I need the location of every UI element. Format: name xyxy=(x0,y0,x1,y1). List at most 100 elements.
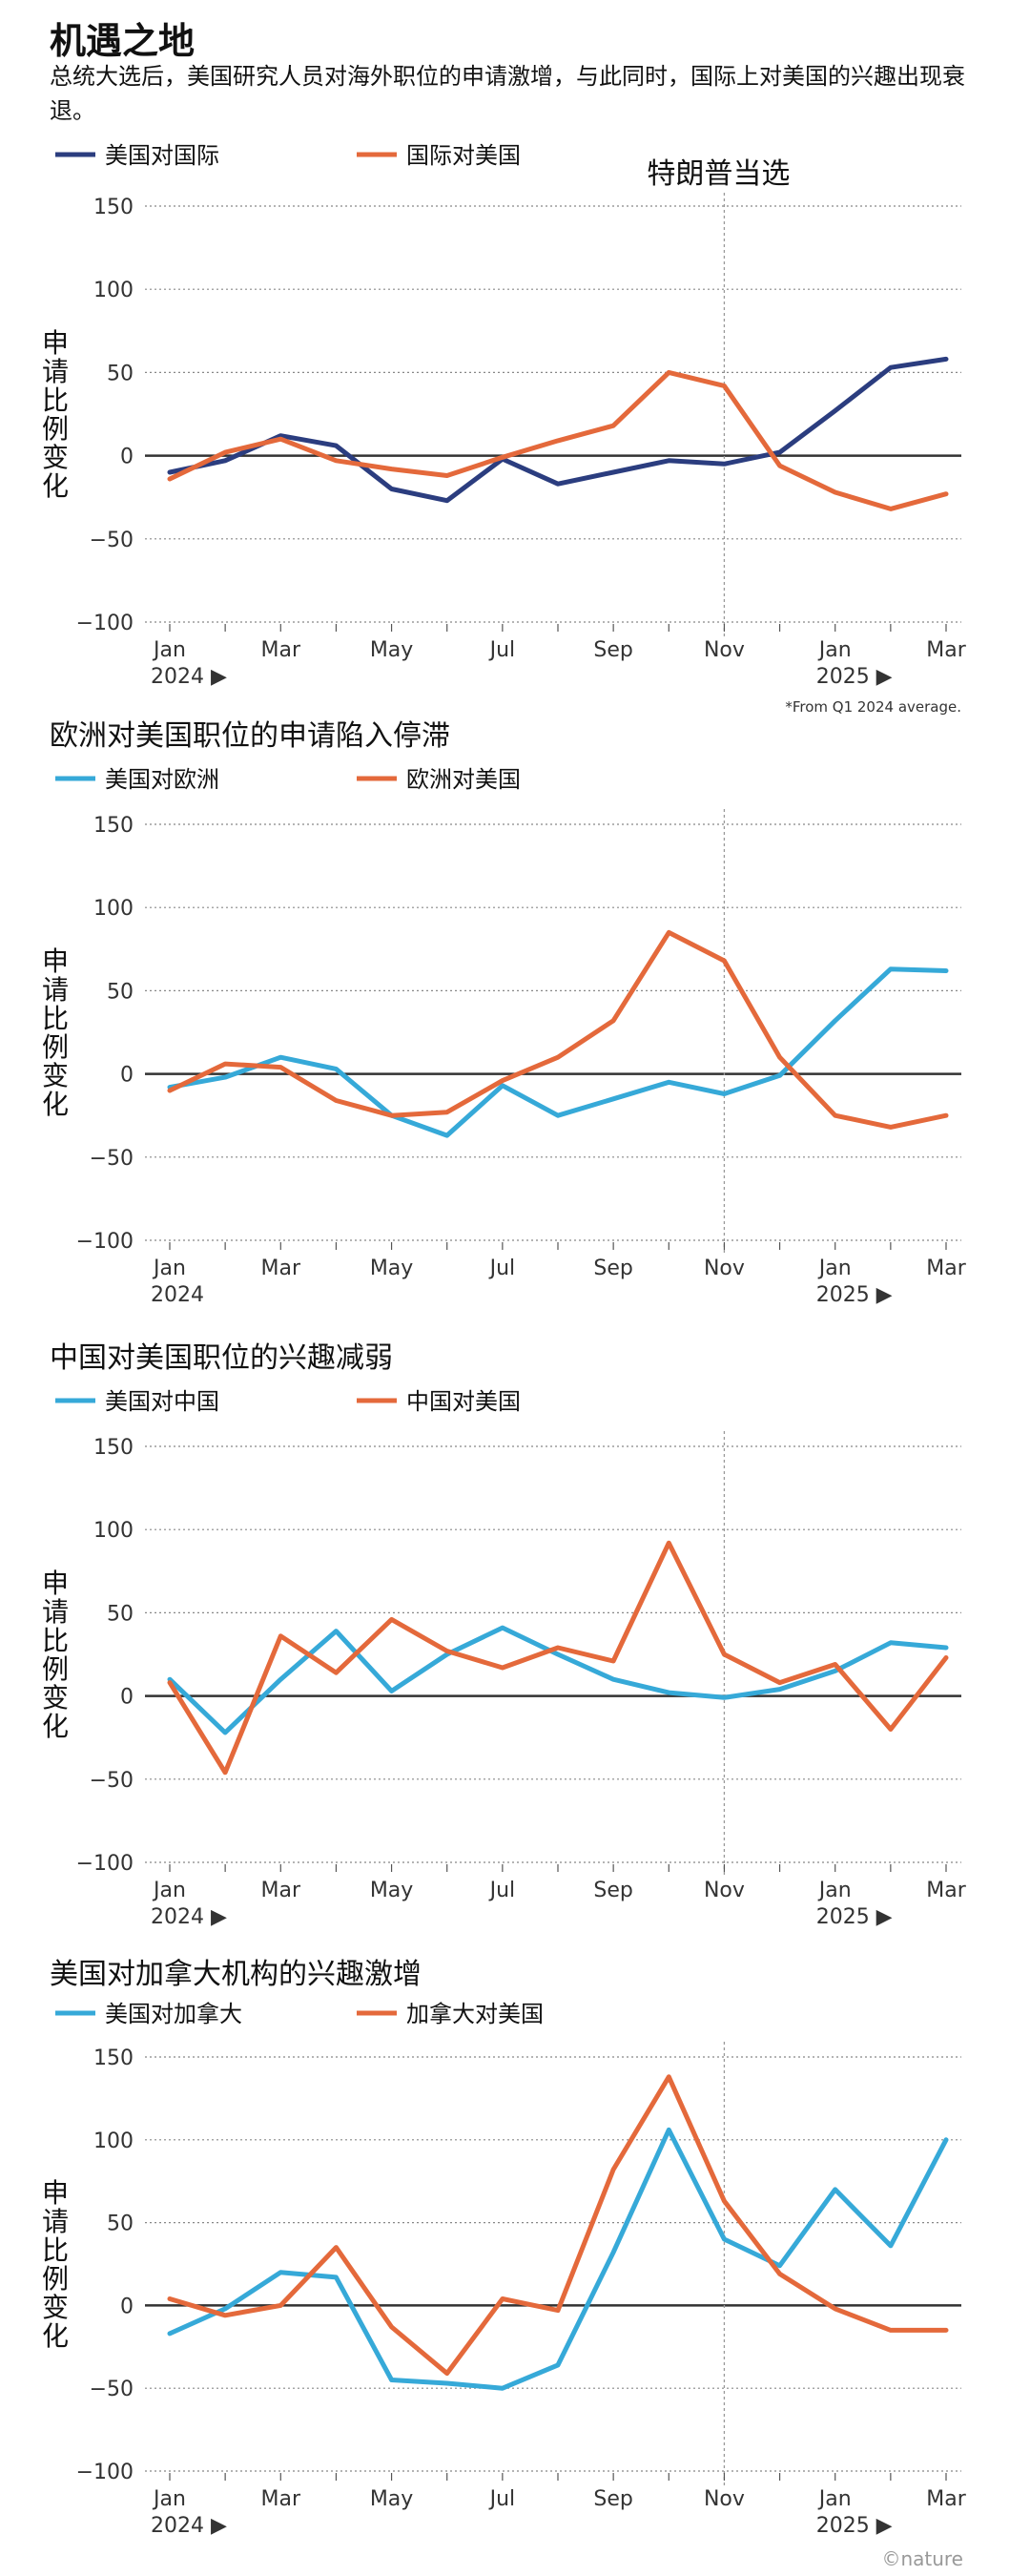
legend-label-1: 美国对国际 xyxy=(105,142,219,169)
page-title: 机遇之地 xyxy=(50,20,196,62)
y-tick-label: −100 xyxy=(76,612,134,635)
y-axis-label-char: 请 xyxy=(42,2206,69,2237)
series-line-1 xyxy=(167,356,949,504)
x-tick-label: Jul xyxy=(488,1257,516,1280)
y-tick-label: −100 xyxy=(76,1852,134,1876)
legend-label-2: 欧洲对美国 xyxy=(406,766,521,793)
x-tick-label: Jul xyxy=(488,2487,516,2511)
x-tick-label: Mar xyxy=(926,1257,966,1280)
legend-label-1: 美国对欧洲 xyxy=(105,766,219,793)
y-axis-label-char: 比 xyxy=(42,384,69,416)
x-tick-label: Mar xyxy=(926,1879,966,1902)
y-axis-label-char: 请 xyxy=(42,356,69,387)
x-tick-label: Sep xyxy=(593,1879,632,1902)
x-tick-label: Mar xyxy=(926,2487,966,2511)
y-axis-label-char: 例 xyxy=(42,2263,69,2295)
y-axis-label-char: 化 xyxy=(42,2320,69,2352)
x-year-label-1: 2024 ▶ xyxy=(151,2514,227,2538)
y-axis-label-char: 申 xyxy=(42,2177,69,2209)
x-tick-label: Mar xyxy=(261,1257,301,1280)
y-axis-label-char: 申 xyxy=(42,1568,69,1599)
x-year-label-2: 2025 ▶ xyxy=(816,1283,893,1307)
y-tick-label: 0 xyxy=(120,1686,134,1710)
y-tick-label: 150 xyxy=(93,2046,134,2070)
y-axis-label-char: 例 xyxy=(42,413,69,445)
x-tick-label: May xyxy=(370,1879,413,1902)
y-tick-label: 50 xyxy=(107,1602,134,1626)
series-line-1 xyxy=(167,1625,949,1735)
y-tick-label: −50 xyxy=(90,1147,134,1171)
series-line-2 xyxy=(167,929,949,1130)
y-tick-label: 100 xyxy=(93,279,134,302)
x-tick-label: Mar xyxy=(261,2487,301,2511)
legend-label-2: 加拿大对美国 xyxy=(406,2001,544,2027)
nature-credit: ©nature xyxy=(881,2547,963,2570)
x-year-label-2: 2025 ▶ xyxy=(816,2514,893,2538)
y-tick-label: −50 xyxy=(90,1769,134,1793)
y-tick-label: −50 xyxy=(90,529,134,552)
x-tick-label: Nov xyxy=(704,638,745,662)
legend-label-1: 美国对中国 xyxy=(105,1388,219,1415)
x-year-label-1: 2024 ▶ xyxy=(151,665,227,689)
x-tick-label: May xyxy=(370,2487,413,2511)
y-tick-label: −100 xyxy=(76,2461,134,2484)
x-tick-label: Sep xyxy=(593,1257,632,1280)
y-tick-label: 0 xyxy=(120,446,134,469)
y-tick-label: 100 xyxy=(93,1519,134,1543)
x-tick-label: May xyxy=(370,1257,413,1280)
y-axis-label-char: 比 xyxy=(42,1625,69,1656)
chart-2-title: 欧洲对美国职位的申请陷入停滞 xyxy=(50,719,450,753)
y-axis-label-char: 比 xyxy=(42,1003,69,1034)
x-tick-label: May xyxy=(370,638,413,662)
x-tick-label: Jan xyxy=(152,1879,186,1902)
y-tick-label: 150 xyxy=(93,196,134,219)
y-axis-label-char: 化 xyxy=(42,1711,69,1742)
x-tick-label: Mar xyxy=(926,638,966,662)
y-tick-label: 150 xyxy=(93,814,134,838)
legend-label-1: 美国对加拿大 xyxy=(105,2001,242,2027)
y-tick-label: 50 xyxy=(107,2212,134,2236)
x-tick-label: Mar xyxy=(261,638,301,662)
x-tick-label: Mar xyxy=(261,1879,301,1902)
x-tick-label: Nov xyxy=(704,1879,745,1902)
y-tick-label: 0 xyxy=(120,1064,134,1088)
legend-label-2: 中国对美国 xyxy=(406,1388,521,1415)
y-axis-label-char: 例 xyxy=(42,1653,69,1685)
y-axis-label-char: 化 xyxy=(42,470,69,502)
x-year-label-1: 2024 xyxy=(151,1283,204,1307)
x-year-label-2: 2025 ▶ xyxy=(816,1905,893,1929)
y-axis-label-char: 变 xyxy=(42,2292,69,2323)
x-tick-label: Jan xyxy=(152,638,186,662)
y-axis-label-char: 变 xyxy=(42,1060,69,1091)
y-tick-label: 100 xyxy=(93,897,134,921)
series-line-2 xyxy=(167,2074,949,2377)
x-tick-label: Jan xyxy=(817,638,852,662)
y-axis-label-char: 请 xyxy=(42,1596,69,1628)
x-tick-label: Jan xyxy=(152,2487,186,2511)
y-axis-label-char: 变 xyxy=(42,1682,69,1714)
x-tick-label: Jan xyxy=(817,2487,852,2511)
y-tick-label: 0 xyxy=(120,2295,134,2318)
x-tick-label: Sep xyxy=(593,638,632,662)
series-line-1 xyxy=(167,966,949,1138)
y-axis-label-char: 请 xyxy=(42,974,69,1006)
x-tick-label: Nov xyxy=(704,2487,745,2511)
chart-4-title: 美国对加拿大机构的兴趣激增 xyxy=(50,1958,422,1991)
y-tick-label: 50 xyxy=(107,980,134,1004)
y-axis-label-char: 例 xyxy=(42,1031,69,1063)
x-tick-label: Sep xyxy=(593,2487,632,2511)
y-tick-label: 100 xyxy=(93,2129,134,2153)
x-year-label-2: 2025 ▶ xyxy=(816,665,893,689)
y-axis-label-char: 申 xyxy=(42,945,69,977)
x-year-label-1: 2024 ▶ xyxy=(151,1905,227,1929)
y-tick-label: −50 xyxy=(90,2378,134,2401)
election-annotation: 特朗普当选 xyxy=(647,157,790,191)
footnote: *From Q1 2024 average. xyxy=(785,698,961,716)
series-line-2 xyxy=(167,369,949,511)
y-tick-label: 50 xyxy=(107,362,134,385)
x-tick-label: Jan xyxy=(817,1879,852,1902)
